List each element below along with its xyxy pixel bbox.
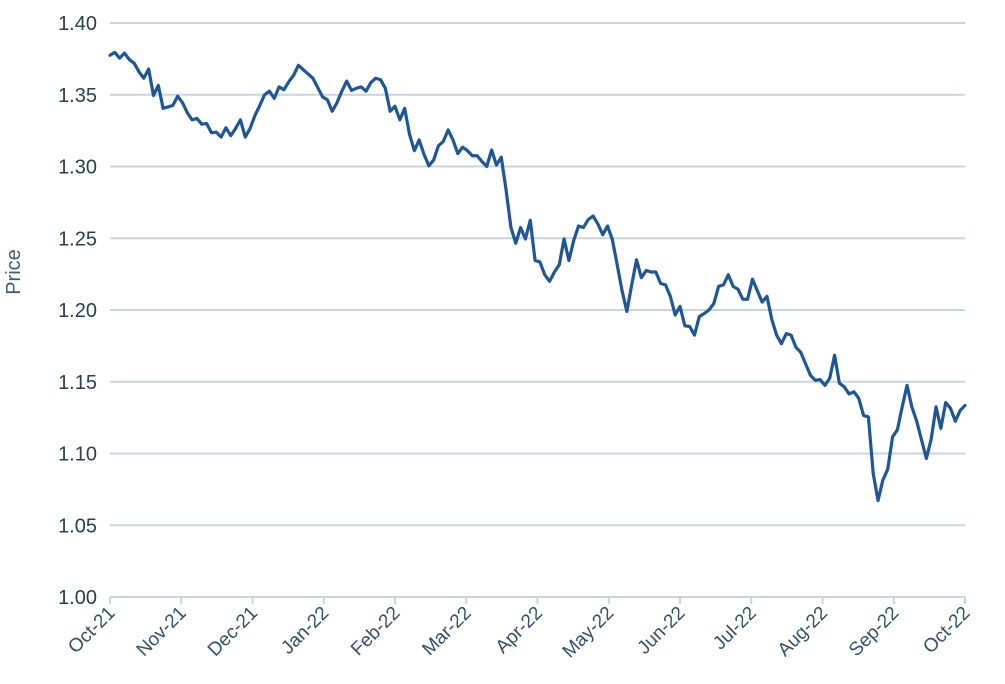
y-tick-label: 1.40	[58, 13, 97, 35]
y-tick-label: 1.25	[58, 228, 97, 250]
price-series-line	[108, 50, 967, 503]
gridlines	[110, 22, 965, 598]
x-tick-label: Feb-22	[347, 603, 404, 660]
x-tick-label: Oct-22	[919, 603, 974, 658]
y-axis-title: Price	[3, 249, 25, 295]
x-tick-label: Jan-22	[277, 603, 333, 659]
x-axis-tick-labels: Oct-21 Nov-21 Dec-21 Jan-22 Feb-22 Mar-22 Apr-…	[64, 603, 974, 663]
x-tick-label: May-22	[559, 603, 619, 663]
x-tick-label: Sep-22	[845, 603, 903, 661]
x-tick-label: Nov-21	[133, 603, 191, 661]
y-tick-label: 1.05	[58, 515, 97, 537]
x-tick-label: Jul-22	[709, 603, 760, 654]
x-tick-label: Dec-21	[204, 603, 262, 661]
y-axis-tick-labels: 1.00 1.05 1.10 1.15 1.20 1.25 1.30 1.35 1.40	[58, 13, 97, 609]
x-tick-label: Apr-22	[492, 603, 547, 658]
x-tick-label: Jun-22	[634, 603, 690, 659]
y-tick-label: 1.35	[58, 85, 97, 107]
x-tick-label: Aug-22	[774, 603, 832, 661]
y-tick-label: 1.20	[58, 300, 97, 322]
y-tick-label: 1.15	[58, 372, 97, 394]
x-tick-label: Mar-22	[418, 603, 475, 660]
x-axis	[109, 596, 966, 604]
x-tick-label: Oct-21	[64, 603, 119, 658]
y-tick-label: 1.00	[58, 587, 97, 609]
y-tick-label: 1.10	[58, 444, 97, 466]
y-tick-label: 1.30	[58, 157, 97, 179]
price-series	[108, 50, 967, 503]
